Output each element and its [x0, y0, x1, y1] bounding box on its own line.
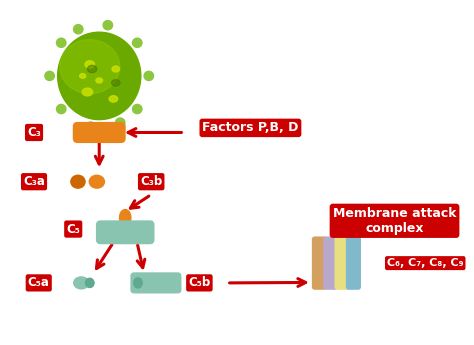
Ellipse shape: [58, 32, 141, 120]
Circle shape: [103, 21, 112, 30]
Text: Membrane attack
complex: Membrane attack complex: [333, 207, 456, 235]
Ellipse shape: [71, 175, 85, 188]
Text: C₅b: C₅b: [188, 276, 210, 289]
Ellipse shape: [109, 96, 118, 102]
Ellipse shape: [89, 175, 104, 188]
Circle shape: [73, 24, 83, 34]
Circle shape: [56, 38, 66, 47]
Ellipse shape: [82, 88, 92, 96]
Circle shape: [56, 105, 66, 114]
Text: C₅: C₅: [66, 223, 80, 236]
Ellipse shape: [96, 78, 102, 83]
FancyBboxPatch shape: [346, 236, 361, 290]
Ellipse shape: [85, 61, 94, 68]
Circle shape: [133, 105, 142, 114]
Ellipse shape: [80, 73, 86, 78]
Ellipse shape: [74, 277, 89, 289]
Circle shape: [133, 38, 142, 47]
FancyBboxPatch shape: [130, 272, 182, 294]
Ellipse shape: [87, 65, 97, 73]
Ellipse shape: [112, 66, 119, 72]
Text: C₃: C₃: [27, 126, 41, 139]
FancyBboxPatch shape: [73, 122, 126, 143]
FancyBboxPatch shape: [312, 236, 327, 290]
Ellipse shape: [60, 40, 120, 94]
Text: C₃a: C₃a: [23, 175, 45, 188]
Ellipse shape: [85, 278, 94, 287]
Circle shape: [45, 71, 55, 80]
FancyBboxPatch shape: [323, 236, 338, 290]
Text: Factors P,B, D: Factors P,B, D: [202, 121, 299, 135]
Circle shape: [116, 118, 125, 127]
FancyBboxPatch shape: [335, 236, 350, 290]
Circle shape: [86, 122, 95, 131]
Ellipse shape: [134, 278, 142, 288]
Text: C₃b: C₃b: [140, 175, 162, 188]
Text: C₆, C₇, C₈, C₉: C₆, C₇, C₈, C₉: [387, 258, 464, 268]
Text: C₅a: C₅a: [28, 276, 50, 289]
FancyBboxPatch shape: [96, 220, 155, 244]
Ellipse shape: [119, 209, 131, 226]
Ellipse shape: [111, 80, 120, 86]
Circle shape: [144, 71, 154, 80]
